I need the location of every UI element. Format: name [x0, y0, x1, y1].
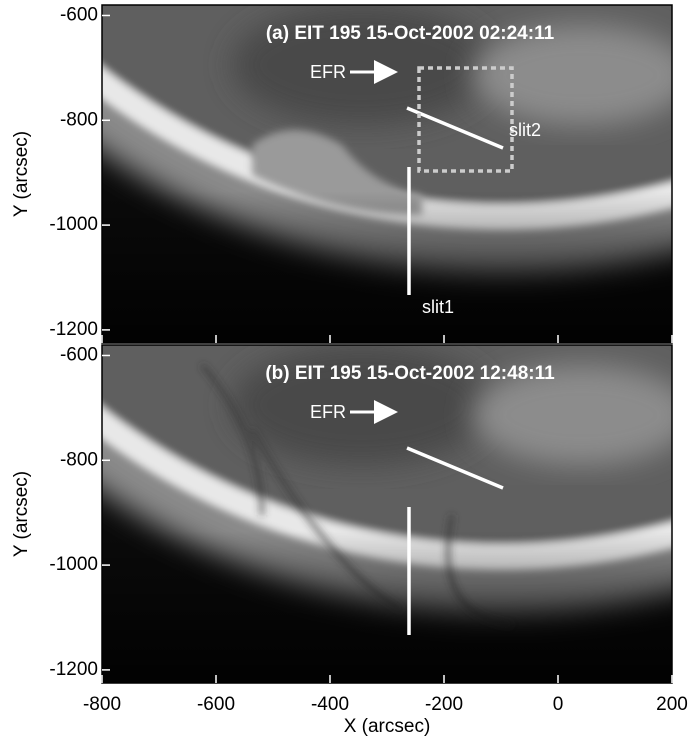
y-tick-label: -800 [60, 449, 98, 470]
panel-title: (b) EIT 195 15-Oct-2002 12:48:11 [265, 363, 555, 384]
solar-image [102, 5, 672, 343]
space-fade [102, 345, 672, 683]
x-tick-label: 200 [656, 694, 688, 715]
x-tick-label: -800 [83, 694, 121, 715]
space-fade [102, 5, 672, 343]
solar-image [102, 345, 672, 683]
efr-box [417, 66, 514, 173]
y-tick-label: -1200 [49, 319, 98, 340]
annotation: slit1 [422, 297, 454, 317]
y-tick-label: -1200 [49, 659, 98, 680]
panel-title: (a) EIT 195 15-Oct-2002 02:24:11 [266, 23, 555, 44]
annotation: slit2 [509, 120, 541, 140]
x-tick-label: 0 [553, 694, 564, 715]
y-axis-label: Y (arcsec) [11, 471, 32, 557]
y-tick-label: -1000 [49, 214, 98, 235]
y-tick-label: -1000 [49, 554, 98, 575]
y-tick-label: -600 [60, 4, 98, 25]
x-tick-label: -400 [311, 694, 349, 715]
y-axis-label: Y (arcsec) [11, 131, 32, 217]
slit-line [406, 106, 504, 150]
frame [101, 344, 673, 684]
annotation: EFR [310, 402, 346, 422]
y-tick-label: -800 [60, 109, 98, 130]
x-axis-label: X (arcsec) [344, 716, 431, 737]
annotation: EFR [310, 62, 346, 82]
slit-line [406, 446, 504, 490]
x-tick-label: -600 [197, 694, 235, 715]
y-tick-label: -600 [60, 344, 98, 365]
frame [101, 4, 673, 344]
x-tick-label: -200 [425, 694, 463, 715]
